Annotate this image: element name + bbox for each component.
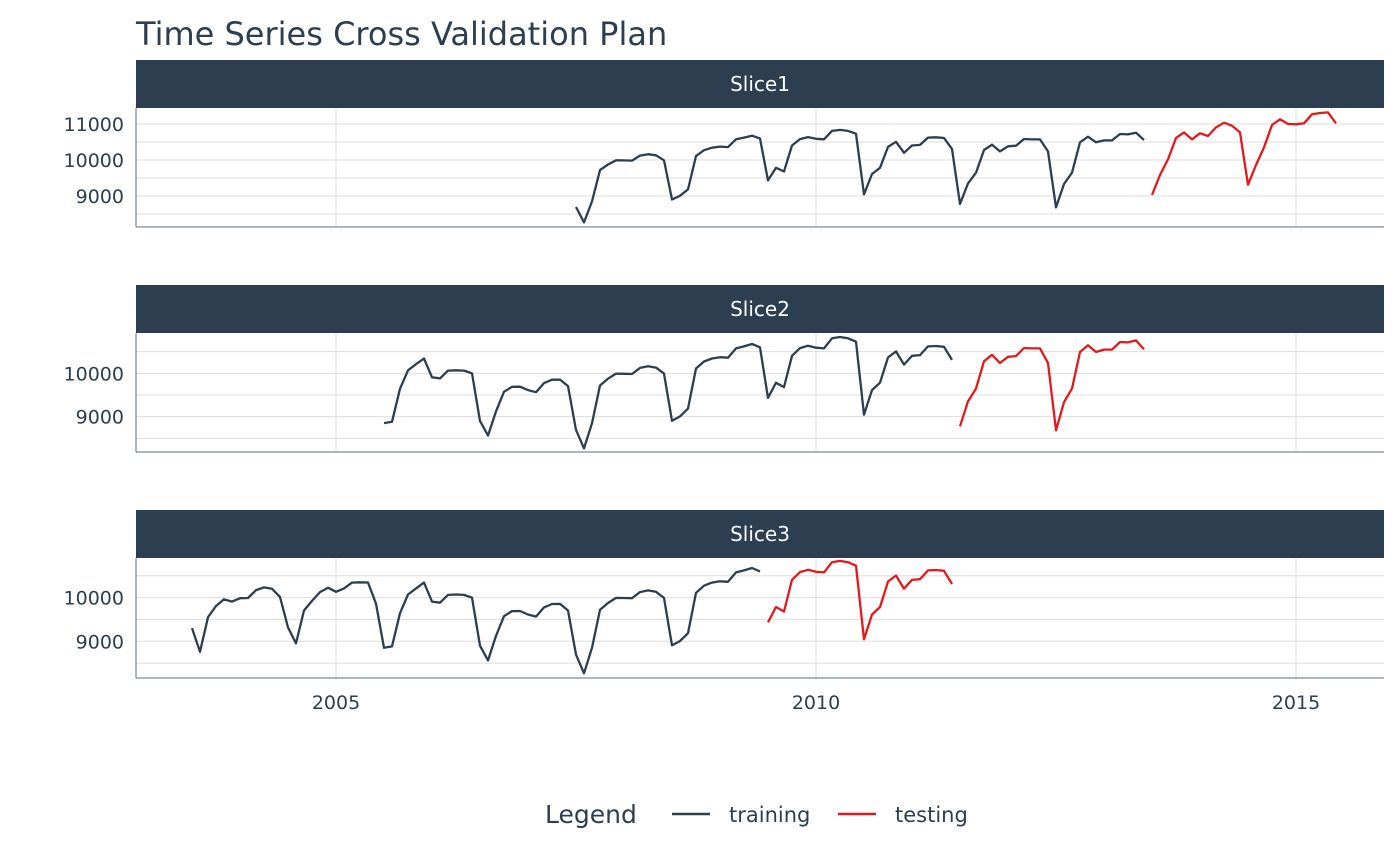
- y-tick-label: 9000: [76, 186, 124, 208]
- strip-label: Slice2: [730, 297, 790, 321]
- x-tick-label: 2010: [792, 692, 840, 714]
- chart-title: Time Series Cross Validation Plan: [135, 15, 667, 53]
- strip-label: Slice3: [730, 522, 790, 546]
- legend-label-testing: testing: [895, 803, 968, 827]
- panel-slice3: Slice3 9000 10000: [64, 510, 1384, 679]
- training-series-line: [574, 128, 1145, 224]
- legend: Legend training testing: [545, 800, 968, 829]
- legend-label-training: training: [729, 803, 810, 827]
- testing-series-line: [766, 559, 953, 641]
- legend-title: Legend: [545, 800, 637, 829]
- testing-series-line: [958, 339, 1145, 432]
- panel-slice1: Slice1 9000 10000 11000: [64, 60, 1384, 228]
- training-series-line: [383, 335, 953, 450]
- facet-panels: Slice190001000011000Slice2900010000Slice…: [64, 60, 1384, 679]
- y-tick-label: 9000: [76, 407, 124, 429]
- strip-background: [136, 60, 1384, 108]
- strip-label: Slice1: [730, 72, 790, 96]
- y-tick-label: 10000: [64, 363, 124, 385]
- strip-background: [136, 510, 1384, 558]
- y-tick-label: 11000: [64, 114, 124, 136]
- strip-background: [136, 285, 1384, 333]
- y-tick-label: 10000: [64, 588, 124, 610]
- testing-series-line: [1150, 111, 1337, 196]
- training-series-line: [190, 566, 761, 675]
- x-tick-label: 2005: [312, 692, 360, 714]
- y-tick-label: 10000: [64, 150, 124, 172]
- x-axis: 2005 2010 2015: [312, 692, 1320, 714]
- panel-slice2: Slice2 9000 10000: [64, 285, 1384, 453]
- x-tick-label: 2015: [1272, 692, 1320, 714]
- y-tick-label: 9000: [76, 631, 124, 653]
